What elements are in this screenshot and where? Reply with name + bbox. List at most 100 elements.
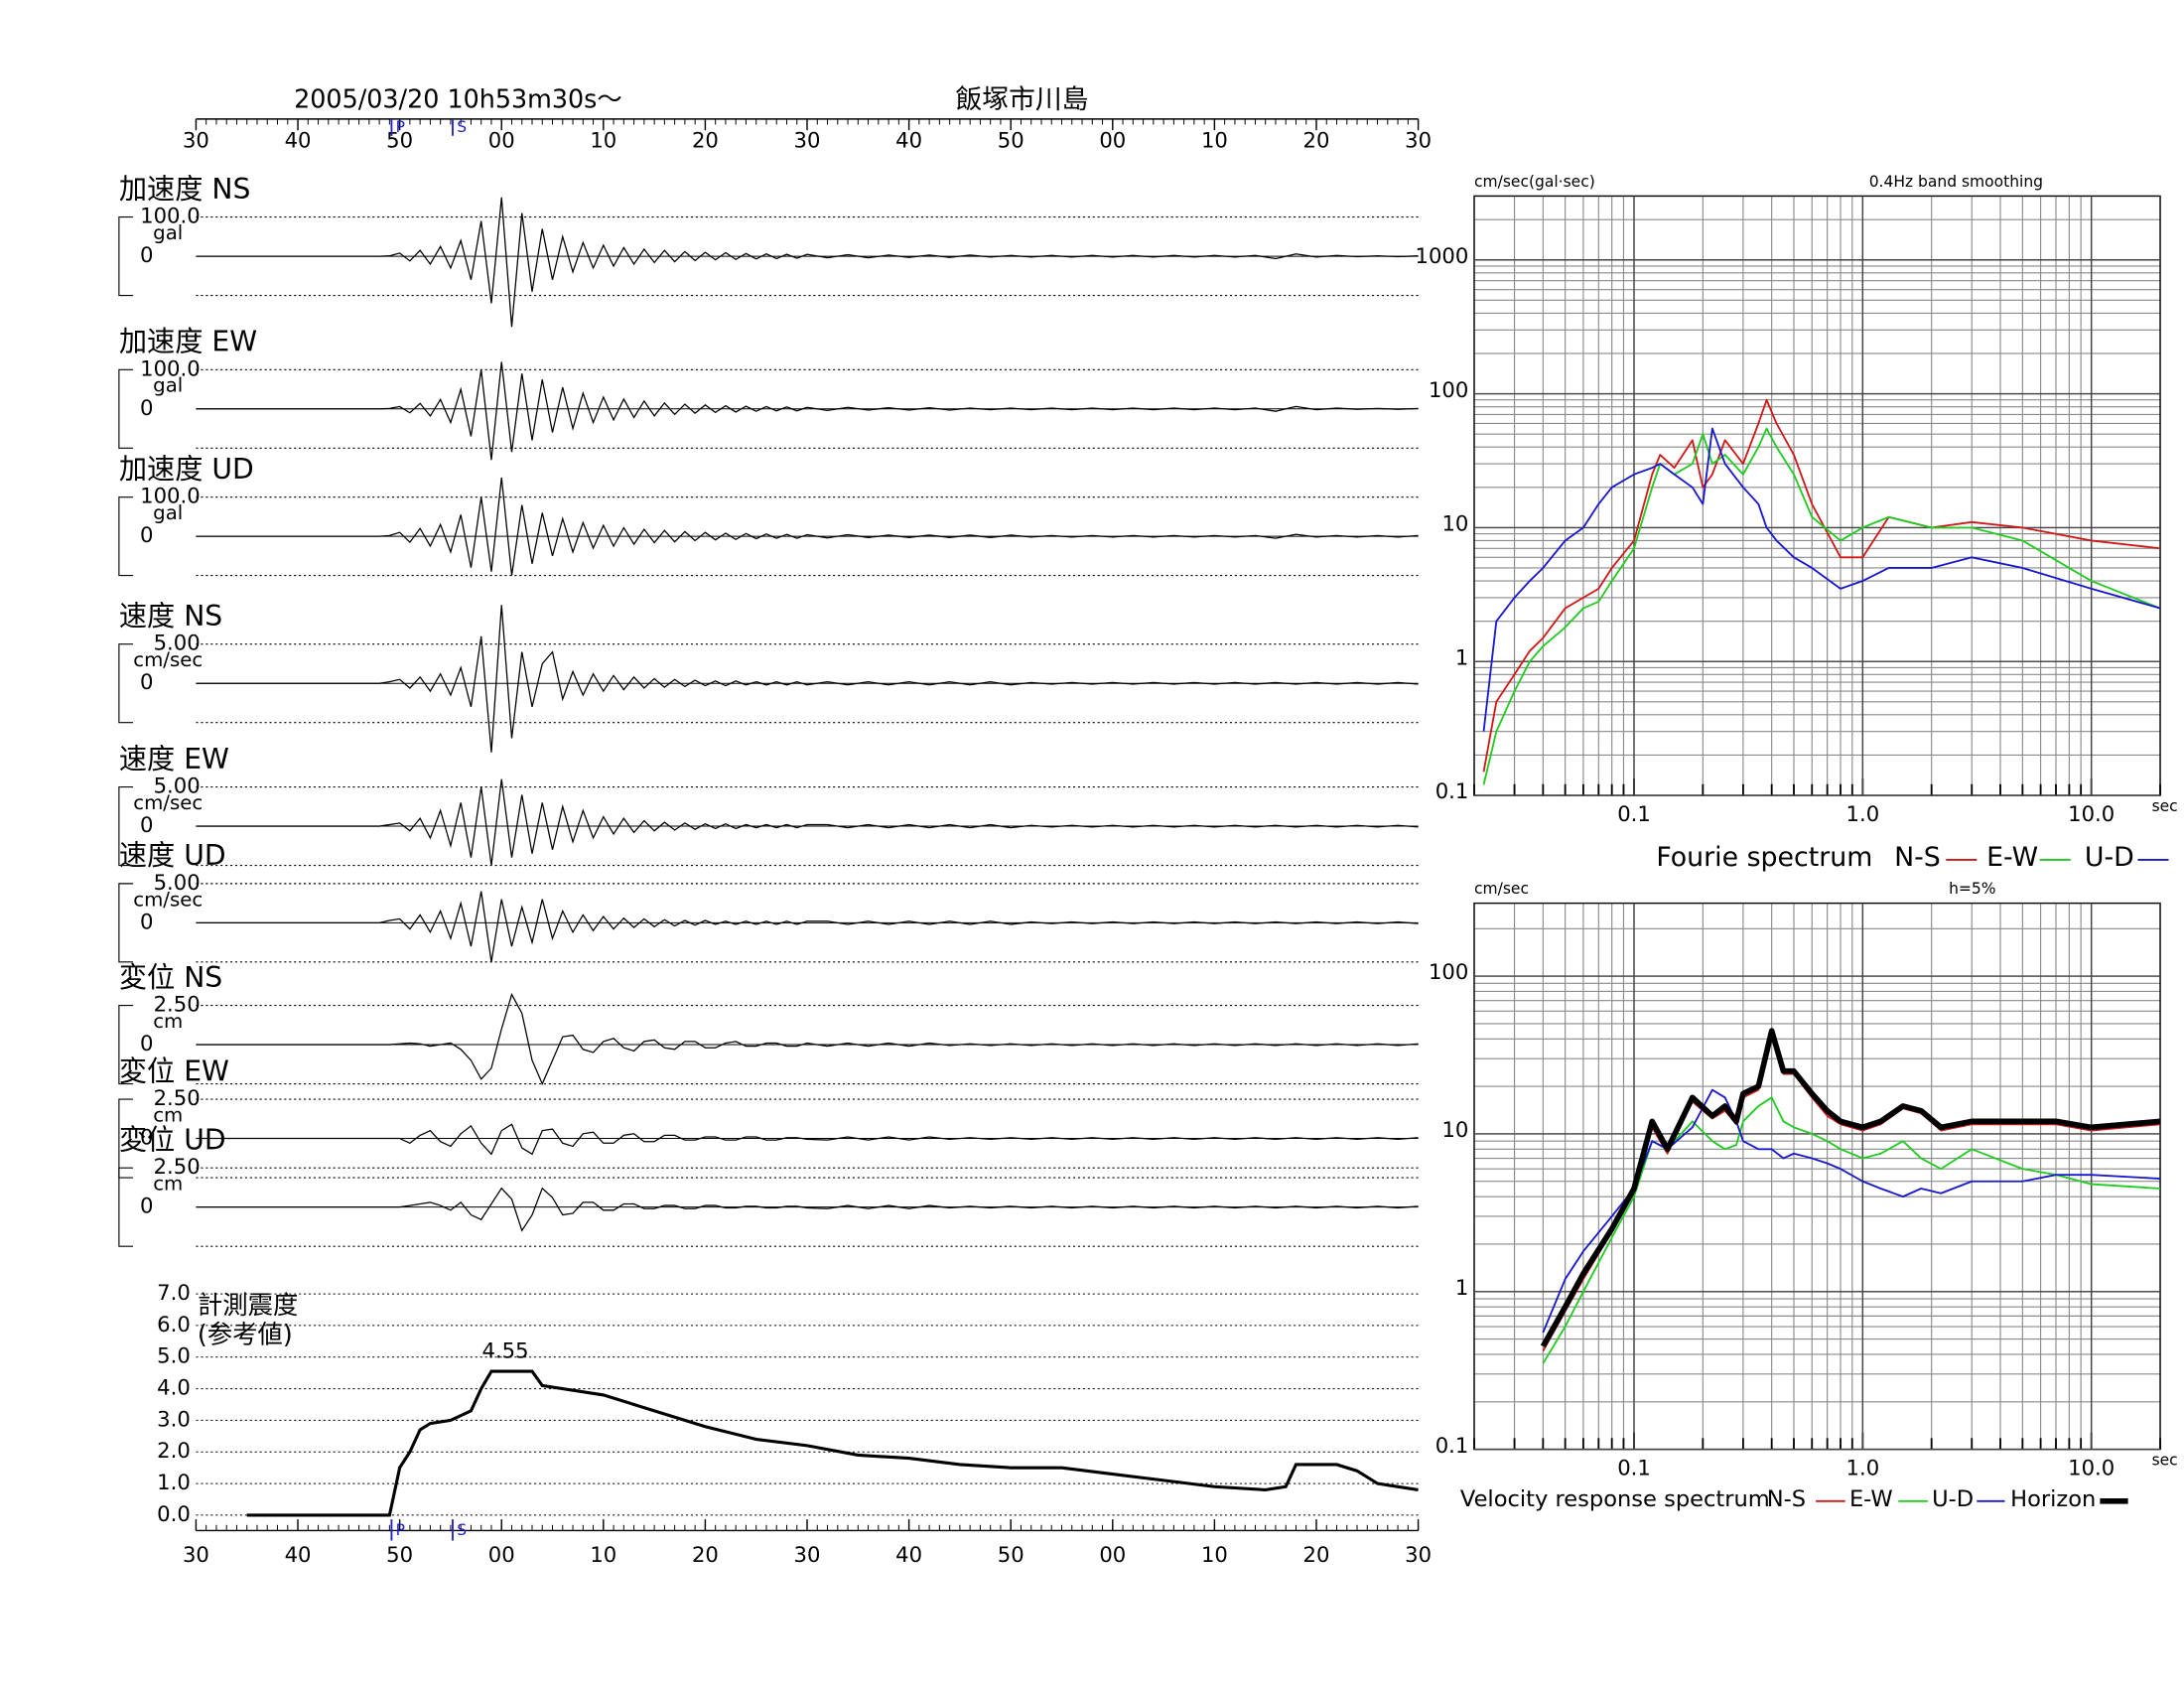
legend-label: U-D bbox=[2085, 842, 2134, 873]
spectrum-line bbox=[1542, 1088, 2161, 1334]
panel-label: 加速度 EW bbox=[119, 326, 257, 358]
spectrum-line bbox=[1482, 398, 2161, 773]
panel-label: 変位 UD bbox=[119, 1123, 226, 1156]
waveform bbox=[196, 992, 1419, 1086]
phase-label: P bbox=[396, 1521, 405, 1539]
x-tick-label: 00 bbox=[488, 127, 515, 152]
panel-bracket bbox=[118, 643, 133, 724]
unit-label: cm/sec bbox=[133, 648, 203, 671]
x-tick-label: 10 bbox=[590, 127, 616, 152]
x-tick-label: 10 bbox=[1201, 127, 1228, 152]
panel-bracket bbox=[118, 1005, 133, 1085]
x-tick-label: 20 bbox=[1303, 1542, 1330, 1567]
legend-label: N-S bbox=[1767, 1486, 1806, 1512]
waveform bbox=[196, 605, 1419, 753]
y-tick-label: 10 bbox=[1441, 511, 1468, 536]
y-axis-label: 計測震度 bbox=[198, 1290, 298, 1320]
panel-bracket bbox=[118, 883, 133, 963]
panel-label: 加速度 UD bbox=[119, 453, 254, 486]
y-tick-label: 3.0 bbox=[157, 1406, 191, 1431]
waveform bbox=[196, 197, 1419, 328]
y-tick-label: 2.0 bbox=[157, 1438, 191, 1463]
y-tick-label: 100.0 bbox=[140, 204, 201, 228]
x-tick-label: 30 bbox=[1405, 1542, 1432, 1567]
spectrum-line bbox=[1482, 427, 2161, 785]
y-tick-label: 100 bbox=[1429, 377, 1468, 402]
unit-label: cm/sec bbox=[133, 791, 203, 814]
waveform bbox=[196, 361, 1419, 461]
y-tick-label: 0 bbox=[140, 395, 153, 420]
y-tick-label: 5.0 bbox=[157, 1343, 191, 1368]
y-tick-label: 0.1 bbox=[1435, 778, 1469, 803]
legend-label: E-W bbox=[1849, 1486, 1893, 1512]
y-tick-label: 1000 bbox=[1416, 243, 1469, 268]
unit-label: cm/sec bbox=[133, 888, 203, 911]
x-tick-label: 20 bbox=[1303, 127, 1330, 152]
date-header: 2005/03/20 10h53m30s〜 bbox=[294, 84, 622, 114]
x-tick-label: 10.0 bbox=[2068, 1455, 2115, 1479]
x-tick-label: 0.1 bbox=[1617, 801, 1651, 826]
unit-label: gal bbox=[153, 374, 183, 397]
waveform bbox=[196, 1123, 1419, 1156]
y-tick-label: 5.00 bbox=[154, 774, 201, 798]
y-tick-label: 7.0 bbox=[157, 1280, 191, 1305]
y-tick-label: 6.0 bbox=[157, 1312, 191, 1336]
y-tick-label: 0 bbox=[140, 242, 153, 267]
panel-label: 変位 EW bbox=[119, 1055, 229, 1087]
x-tick-label: 20 bbox=[692, 1542, 719, 1567]
x-tick-label: 40 bbox=[895, 127, 922, 152]
legend-title: Fourie spectrum bbox=[1656, 842, 1872, 873]
panel-label: 速度 NS bbox=[119, 600, 222, 633]
y-tick-label: 0 bbox=[140, 1031, 153, 1055]
plot-frame bbox=[1473, 195, 2161, 796]
waveform bbox=[196, 778, 1419, 866]
waveform bbox=[196, 1187, 1419, 1232]
x-tick-label: 1.0 bbox=[1846, 1455, 1880, 1479]
x-tick-label: 50 bbox=[998, 1542, 1024, 1567]
y-tick-label: 5.00 bbox=[154, 631, 201, 655]
phase-label: S bbox=[457, 1521, 467, 1539]
y-tick-label: 10 bbox=[1441, 1117, 1468, 1142]
panel-bracket bbox=[118, 216, 133, 297]
x-tick-label: 1.0 bbox=[1846, 801, 1880, 826]
x-tick-label: 10.0 bbox=[2068, 801, 2115, 826]
y-tick-label: 0.0 bbox=[157, 1501, 191, 1526]
panel-bracket bbox=[118, 1167, 133, 1247]
y-tick-label: 0 bbox=[140, 522, 153, 547]
y-tick-label: 100.0 bbox=[140, 484, 201, 508]
x-tick-label: 30 bbox=[794, 127, 821, 152]
y-tick-label: 0 bbox=[140, 669, 153, 694]
legend-title: Velocity response spectrum bbox=[1460, 1486, 1770, 1512]
x-tick-label: 40 bbox=[285, 127, 312, 152]
intensity-line bbox=[246, 1369, 1419, 1517]
panel-bracket bbox=[118, 496, 133, 577]
y-tick-label: 1 bbox=[1455, 644, 1468, 669]
x-axis-label: sec bbox=[2152, 1451, 2178, 1469]
unit-label: cm bbox=[153, 1103, 183, 1126]
x-tick-label: 50 bbox=[386, 1542, 413, 1567]
panel-label: 加速度 NS bbox=[119, 173, 251, 206]
waveform bbox=[196, 891, 1419, 962]
unit-label: gal bbox=[153, 501, 183, 524]
note: 0.4Hz band smoothing bbox=[1869, 173, 2043, 191]
legend-label: N-S bbox=[1894, 842, 1941, 873]
legend-label: Horizon bbox=[2010, 1486, 2096, 1512]
spectrum-line bbox=[1542, 1096, 2161, 1364]
x-tick-label: 40 bbox=[285, 1542, 312, 1567]
y-tick-label: 5.00 bbox=[154, 870, 201, 895]
legend-label: E-W bbox=[1986, 842, 2038, 873]
panel-bracket bbox=[118, 1098, 133, 1179]
station-title: 飯塚市川島 bbox=[956, 84, 1089, 115]
x-tick-label: 30 bbox=[1405, 127, 1432, 152]
x-tick-label: 00 bbox=[1099, 127, 1126, 152]
spectrum-line bbox=[1540, 1028, 2161, 1348]
x-axis-label: sec bbox=[2152, 797, 2178, 815]
unit-label: gal bbox=[153, 221, 183, 244]
panel-label: 速度 EW bbox=[119, 743, 229, 775]
panel-label: 速度 UD bbox=[119, 839, 226, 872]
y-tick-label: 4.0 bbox=[157, 1375, 191, 1400]
x-tick-label: 30 bbox=[794, 1542, 821, 1567]
y-axis-label: (参考値) bbox=[198, 1319, 293, 1348]
